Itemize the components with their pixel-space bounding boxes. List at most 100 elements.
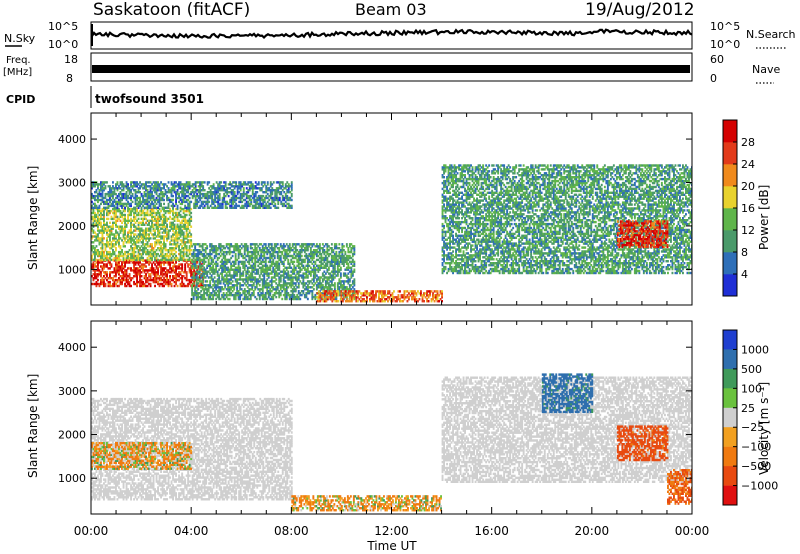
echo-cell (267, 284, 270, 287)
echo-cell (284, 192, 287, 196)
echo-cell (209, 191, 212, 194)
echo-cell (161, 215, 164, 219)
echo-cell (218, 206, 221, 209)
echo-cell (227, 191, 230, 194)
echo-cell (271, 191, 274, 194)
echo-cell (173, 223, 176, 226)
echo-cell (119, 247, 122, 250)
echo-cell (246, 282, 249, 285)
echo-cell (118, 209, 120, 213)
echo-cell (309, 252, 312, 256)
echo-cell (195, 264, 198, 267)
echo-cell (137, 245, 140, 248)
echo-cell (194, 273, 197, 276)
echo-cell (134, 254, 137, 258)
echo-cell (118, 252, 120, 256)
echo-cell (106, 245, 108, 248)
echo-cell (228, 272, 231, 275)
echo-cell (251, 272, 254, 275)
echo-cell (109, 277, 111, 280)
echo-cell (169, 209, 171, 213)
echo-cell (266, 268, 269, 271)
echo-cell (197, 181, 200, 184)
echo-cell (244, 204, 247, 208)
echo-cell (188, 249, 191, 252)
echo-cell (244, 198, 247, 202)
echo-cell (297, 254, 300, 258)
echo-cell (224, 202, 227, 206)
echo-cell (209, 252, 212, 256)
echo-cell (332, 274, 335, 277)
echo-cell (282, 256, 285, 260)
echo-cell (212, 200, 215, 204)
echo-cell (290, 286, 293, 289)
echo-cell (275, 187, 278, 190)
echo-cell (278, 276, 281, 279)
echo-cell (209, 243, 212, 246)
echo-cell (166, 223, 168, 226)
echo-cell (240, 254, 243, 258)
echo-cell (154, 250, 156, 254)
echo-cell (246, 276, 249, 279)
echo-cell (187, 254, 190, 258)
echo-cell (302, 245, 305, 248)
echo-cell (312, 288, 315, 291)
echo-cell (243, 290, 246, 293)
echo-cell (94, 204, 96, 208)
echo-cell (94, 271, 96, 274)
echo-cell (190, 233, 193, 236)
echo-cell (216, 290, 219, 293)
echo-cell (285, 297, 288, 301)
echo-cell (97, 269, 99, 272)
echo-cell (299, 293, 302, 297)
echo-cell (286, 181, 289, 184)
echo-cell (95, 221, 98, 224)
echo-cell (320, 256, 323, 260)
echo-cell (314, 262, 317, 265)
echo-cell (173, 231, 176, 234)
echo-cell (143, 245, 146, 248)
echo-cell (157, 198, 159, 202)
echo-cell (116, 280, 119, 284)
echo-cell (270, 290, 273, 293)
echo-cell (199, 181, 202, 184)
echo-cell (158, 235, 161, 238)
echo-cell (288, 264, 291, 267)
echo-cell (222, 254, 225, 258)
echo-cell (121, 221, 123, 224)
echo-cell (125, 194, 128, 198)
echo-cell (317, 254, 320, 258)
echo-cell (164, 280, 167, 284)
echo-cell (350, 262, 353, 265)
echo-cell (130, 207, 132, 211)
echo-cell (267, 243, 270, 246)
echo-cell (107, 243, 110, 246)
echo-cell (272, 204, 275, 208)
echo-cell (173, 233, 176, 236)
echo-cell (92, 229, 95, 232)
echo-cell (158, 229, 161, 232)
echo-cell (278, 280, 281, 283)
echo-cell (92, 261, 95, 264)
echo-cell (152, 229, 155, 232)
echo-cell (210, 262, 213, 265)
echo-cell (267, 266, 270, 269)
echo-cell (243, 247, 246, 250)
echo-cell (149, 267, 152, 270)
echo-cell (219, 266, 222, 269)
echo-cell (287, 198, 290, 202)
echo-cell (275, 194, 278, 198)
echo-cell (221, 270, 224, 273)
echo-cell (312, 243, 315, 246)
echo-cell (121, 189, 123, 192)
echo-cell (140, 252, 143, 256)
echo-cell (227, 266, 230, 269)
echo-cell (119, 237, 122, 240)
echo-cell (308, 272, 311, 275)
echo-cell (188, 200, 191, 204)
echo-cell (136, 194, 138, 198)
echo-cell (257, 272, 260, 275)
echo-cell (309, 270, 312, 273)
echo-cell (116, 256, 119, 260)
echo-cell (344, 292, 347, 295)
